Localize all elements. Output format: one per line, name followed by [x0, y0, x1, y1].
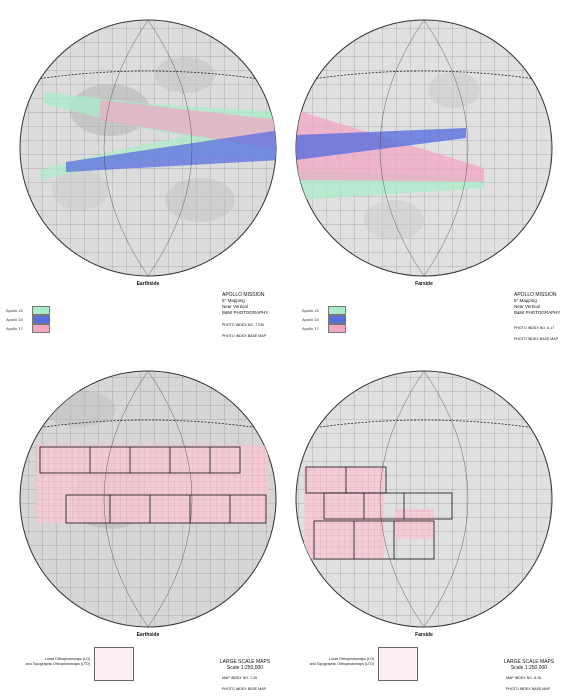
legend-apollo-15: Apollo 15 — [6, 306, 50, 315]
photo-index-number: PHOTO INDEX NO. 7.230 — [222, 323, 265, 327]
earthside-label: Earthside — [136, 632, 160, 638]
earthside-globe — [19, 19, 277, 277]
map-index-number: MAP INDEX NO. 7.26 — [222, 676, 258, 680]
map-sheet-outlines — [305, 466, 453, 560]
orthophotomap-legend-text: Lunar Orthophotomaps (LO) and Topographi… — [309, 657, 374, 666]
earthside-label: Earthside — [136, 281, 160, 287]
map-index-number: MAP INDEX NO. 8.26 — [506, 676, 542, 680]
earthside-strip-panel: Earthside Apollo 15 Apollo 16 Apollo 17 … — [0, 0, 284, 348]
mission-title-block: APOLLO MISSION 5° Mapping Near Vertical … — [514, 292, 561, 315]
orthophotomap-legend-swatch — [378, 647, 418, 681]
map-coverage-cells — [304, 467, 384, 559]
legend-apollo-16: Apollo 16 — [6, 315, 50, 324]
farside-label: Farside — [415, 281, 433, 287]
legend-apollo-17: Apollo 17 — [302, 324, 346, 333]
photo-index-number: PHOTO INDEX NO. 8.17 — [514, 326, 555, 330]
legend-apollo-16: Apollo 16 — [302, 315, 346, 324]
map-coverage-cells — [394, 509, 434, 539]
farside-globe — [295, 370, 553, 628]
farside-maps-panel: Farside Lunar Orthophotomaps (LO) and To… — [284, 349, 568, 697]
mission-title-block: APOLLO MISSION 5° Mapping Near Vertical … — [222, 292, 269, 315]
photo-index-base: PHOTO INDEX BASE MAP — [506, 687, 551, 691]
farside-globe — [295, 19, 553, 277]
photo-index-base: PHOTO INDEX BASE MAP — [222, 334, 267, 338]
farside-label: Farside — [415, 632, 433, 638]
orthophotomap-legend-swatch — [94, 647, 134, 681]
legend-apollo-15: Apollo 15 — [302, 306, 346, 315]
map-coverage-cells — [36, 445, 268, 523]
earthside-globe — [19, 370, 277, 628]
apollo16-strip — [66, 130, 276, 172]
photo-index-base: PHOTO INDEX BASE MAP — [514, 337, 559, 341]
earthside-maps-panel: Earthside Lunar Orthophotomaps (LO) and … — [0, 349, 284, 697]
large-scale-maps-title: LARGE SCALE MAPS Scale 1:250,000 — [219, 659, 271, 671]
map-sheet-outlines — [39, 446, 267, 524]
legend-apollo-17: Apollo 17 — [6, 324, 50, 333]
farside-strip-panel: Farside Apollo 15 Apollo 16 Apollo 17 AP… — [284, 0, 568, 348]
mission-legend: Apollo 15 Apollo 16 Apollo 17 — [302, 306, 346, 333]
apollo16-strip — [296, 128, 466, 160]
orthophotomap-legend-text: Lunar Orthophotomaps (LO) and Topographi… — [25, 657, 90, 666]
photo-index-base: PHOTO INDEX BASE MAP — [222, 687, 267, 691]
mission-legend: Apollo 15 Apollo 16 Apollo 17 — [6, 306, 50, 333]
large-scale-maps-title: LARGE SCALE MAPS Scale 1:250,000 — [503, 659, 555, 671]
